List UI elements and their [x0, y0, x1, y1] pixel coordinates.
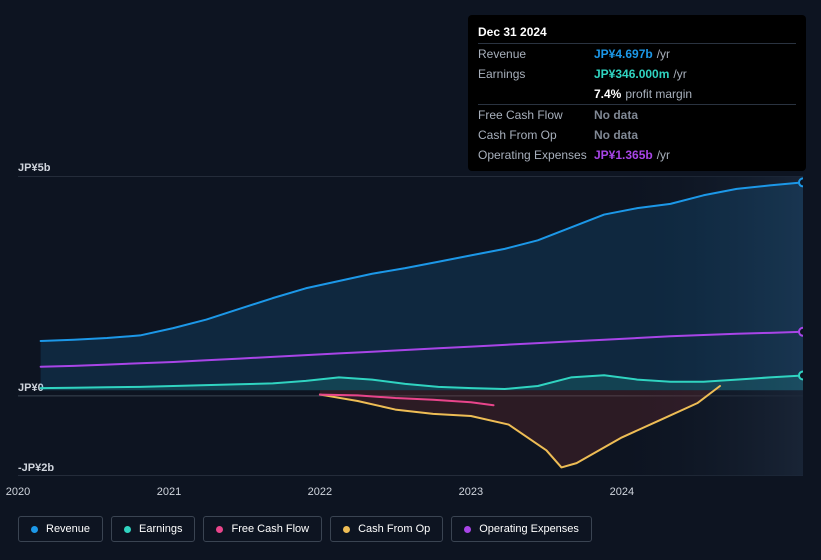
legend-item[interactable]: Operating Expenses: [451, 516, 592, 542]
x-tick-label: 2022: [308, 486, 332, 498]
tooltip-value: JP¥1.365b/yr: [594, 148, 670, 162]
tooltip-label: Earnings: [478, 67, 594, 81]
legend-item[interactable]: Free Cash Flow: [203, 516, 322, 542]
legend-label: Earnings: [139, 523, 182, 535]
legend-label: Cash From Op: [358, 523, 430, 535]
tooltip-value: No data: [594, 108, 638, 122]
tooltip-label: Free Cash Flow: [478, 108, 594, 122]
tooltip-rows: RevenueJP¥4.697b/yrEarningsJP¥346.000m/y…: [478, 44, 796, 165]
x-tick-label: 2020: [6, 486, 30, 498]
plot-area: [18, 176, 803, 476]
tooltip-label: Operating Expenses: [478, 148, 594, 162]
tooltip-row: RevenueJP¥4.697b/yr: [478, 44, 796, 64]
legend-item[interactable]: Revenue: [18, 516, 103, 542]
legend-item[interactable]: Earnings: [111, 516, 195, 542]
legend: Revenue Earnings Free Cash Flow Cash From O…: [18, 516, 592, 542]
legend-label: Operating Expenses: [479, 523, 579, 535]
tooltip-value: JP¥4.697b/yr: [594, 47, 670, 61]
legend-dot-icon: [124, 526, 131, 533]
x-tick-label: 2023: [459, 486, 483, 498]
legend-item[interactable]: Cash From Op: [330, 516, 443, 542]
legend-label: Free Cash Flow: [231, 523, 309, 535]
tooltip-row: Cash From OpNo data: [478, 125, 796, 145]
tooltip-card: Dec 31 2024 RevenueJP¥4.697b/yrEarningsJ…: [468, 15, 806, 171]
x-axis-labels: 20202021202220232024: [18, 486, 803, 506]
tooltip-row: Operating ExpensesJP¥1.365b/yr: [478, 145, 796, 165]
tooltip-row: EarningsJP¥346.000m/yr: [478, 64, 796, 84]
tooltip-date: Dec 31 2024: [478, 21, 796, 43]
x-tick-label: 2024: [610, 486, 634, 498]
legend-label: Revenue: [46, 523, 90, 535]
tooltip-subrow: 7.4%profit margin: [478, 84, 796, 104]
y-tick-label: JP¥5b: [18, 162, 50, 174]
legend-dot-icon: [464, 526, 471, 533]
tooltip-label: Revenue: [478, 47, 594, 61]
legend-dot-icon: [31, 526, 38, 533]
legend-dot-icon: [343, 526, 350, 533]
tooltip-value: No data: [594, 128, 638, 142]
x-tick-label: 2021: [157, 486, 181, 498]
tooltip-label: Cash From Op: [478, 128, 594, 142]
tooltip-value: JP¥346.000m/yr: [594, 67, 687, 81]
tooltip-row: Free Cash FlowNo data: [478, 105, 796, 125]
legend-dot-icon: [216, 526, 223, 533]
